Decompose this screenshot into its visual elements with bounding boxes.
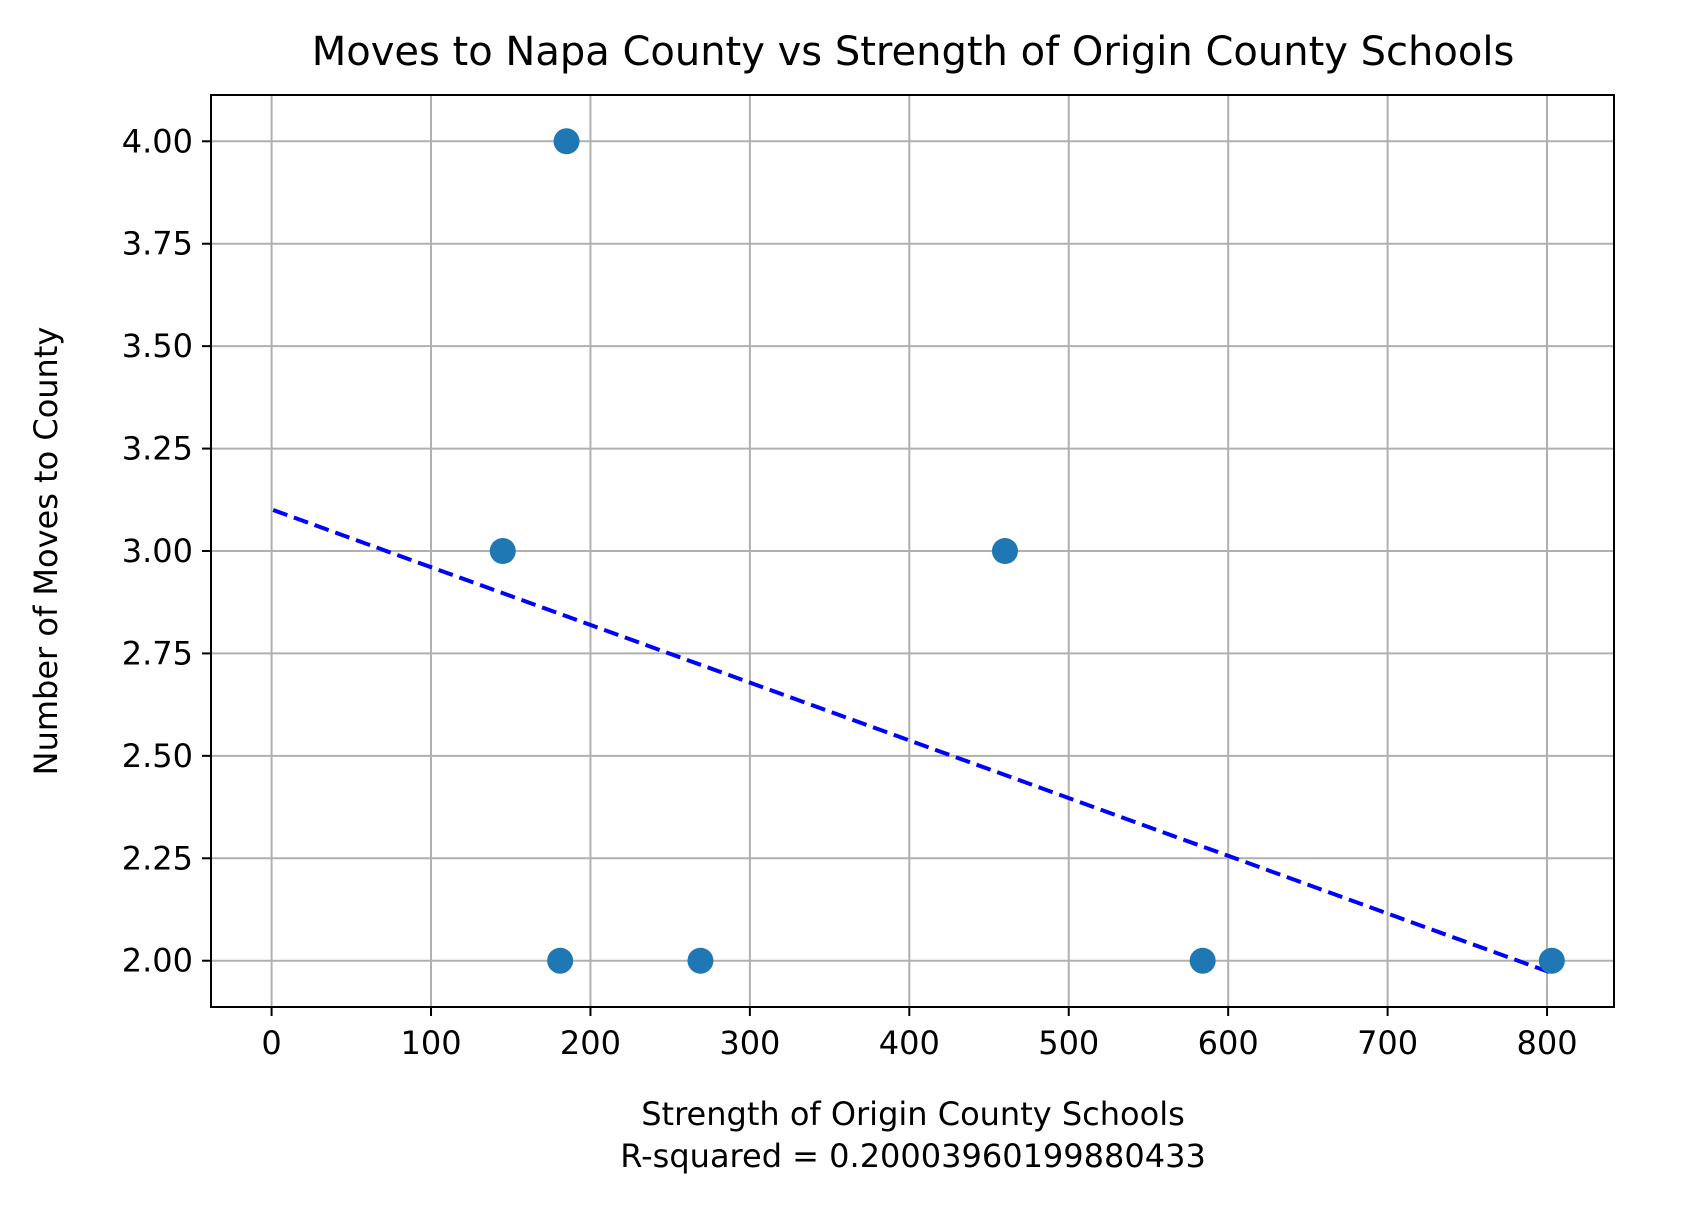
x-tick-label: 0	[261, 1024, 281, 1062]
y-tick-label: 3.00	[122, 532, 193, 570]
x-tick-label: 400	[879, 1024, 940, 1062]
x-axis-label: Strength of Origin County Schools	[641, 1095, 1185, 1133]
x-tick-label: 100	[400, 1024, 461, 1062]
y-axis-ticks: 2.00 2.25 2.50 2.75 3.00 3.25 3.50 3.75 4.00	[122, 122, 211, 980]
trend-line	[272, 508, 1553, 975]
scatter-point	[1538, 947, 1565, 974]
x-axis-ticks: 0 100 200 300 400 500 600 700 800	[261, 1007, 1578, 1062]
x-tick-label: 300	[719, 1024, 780, 1062]
scatter-point	[547, 947, 574, 974]
x-tick-label: 800	[1516, 1024, 1577, 1062]
x-tick-label: 700	[1357, 1024, 1418, 1062]
scatter-point	[1189, 947, 1216, 974]
scatter-point	[489, 538, 516, 564]
x-tick-label: 600	[1198, 1024, 1259, 1062]
y-tick-label: 3.75	[122, 225, 193, 263]
x-axis-subtitle: R-squared = 0.20003960199880433	[620, 1137, 1206, 1175]
trend-line-layer	[272, 508, 1553, 975]
x-tick-label: 500	[1038, 1024, 1099, 1062]
y-tick-label: 2.75	[122, 634, 193, 672]
x-tick-label: 200	[560, 1024, 621, 1062]
y-tick-label: 3.25	[122, 430, 193, 468]
y-tick-label: 4.00	[122, 122, 193, 160]
scatter-point	[991, 538, 1018, 564]
scatter-point	[553, 128, 580, 155]
y-axis-label: Number of Moves to County	[27, 327, 65, 776]
y-tick-label: 3.50	[122, 327, 193, 365]
y-tick-label: 2.00	[122, 942, 193, 980]
chart-title: Moves to Napa County vs Strength of Orig…	[312, 29, 1515, 75]
grid-lines	[211, 95, 1614, 1007]
y-tick-label: 2.25	[122, 839, 193, 877]
scatter-points-layer	[489, 128, 1565, 974]
y-tick-label: 2.50	[122, 737, 193, 775]
scatter-point	[687, 947, 714, 974]
